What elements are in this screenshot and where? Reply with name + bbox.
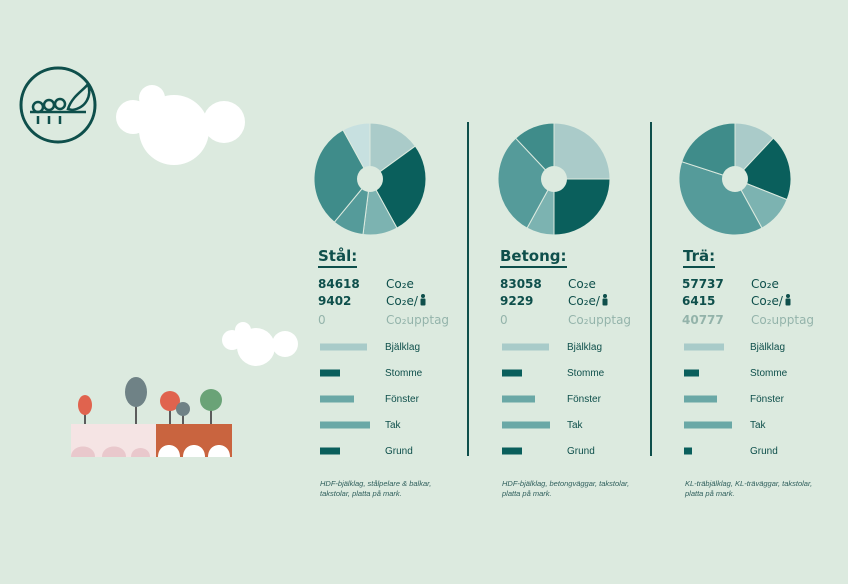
co2e-value-betong: 83058	[500, 277, 542, 291]
bar-4	[684, 447, 692, 455]
pie-slice	[553, 122, 611, 180]
bar-chart-tra	[684, 343, 732, 455]
pie-center-hole	[541, 166, 567, 192]
co2-uptake-unit-tra: Co₂upptag	[751, 313, 815, 327]
co2-uptake-unit-stal: Co₂upptag	[386, 313, 450, 327]
co2e-person-label-betong: Co₂e/	[568, 294, 600, 308]
category-label-stal-3: Tak	[385, 420, 401, 431]
person-icon	[420, 294, 426, 306]
category-label-betong-1: Stomme	[567, 368, 605, 379]
co2e-person-unit-betong: Co₂e/	[568, 294, 609, 308]
person-icon	[602, 294, 608, 306]
pie-center-hole	[357, 166, 383, 192]
pie-slice	[553, 178, 611, 236]
co2e-unit-betong: Co₂e	[568, 277, 596, 291]
cloud-illustration	[116, 85, 245, 165]
co2e-person-unit-tra: Co₂e/	[751, 294, 792, 308]
co2e-unit-tra: Co₂e	[751, 277, 779, 291]
co2e-person-value-betong: 9229	[500, 294, 534, 308]
co2-uptake-value-stal: 0	[318, 313, 326, 327]
divider-1	[467, 122, 469, 456]
category-label-tra-2: Fönster	[750, 394, 784, 405]
bar-1	[502, 369, 522, 377]
bar-3	[502, 421, 550, 429]
co2-uptake-unit-betong: Co₂upptag	[568, 313, 632, 327]
co2e-unit-stal: Co₂e	[386, 277, 414, 291]
category-label-stal-2: Fönster	[385, 394, 419, 405]
pie-center-hole	[722, 166, 748, 192]
pie-slice	[342, 122, 371, 180]
category-label-stal-0: Bjälklag	[385, 342, 421, 353]
title-stal: Stål:	[318, 247, 358, 268]
small-cloud-illustration	[222, 322, 298, 366]
pie-chart-betong	[497, 122, 611, 236]
category-label-stal-1: Stomme	[385, 368, 423, 379]
pie-slice	[514, 122, 555, 181]
person-icon	[785, 294, 791, 306]
co2e-person-label-stal: Co₂e/	[386, 294, 418, 308]
co2e-person-value-stal: 9402	[318, 294, 352, 308]
pie-chart-stal	[313, 122, 427, 236]
category-label-betong-0: Bjälklag	[567, 342, 603, 353]
note-betong: HDF-bjälklag, betongväggar, takstolar, p…	[502, 479, 630, 498]
co2e-person-value-tra: 6415	[682, 294, 716, 308]
category-label-tra-4: Grund	[750, 446, 778, 457]
co2e-value-stal: 84618	[318, 277, 360, 291]
note-tra: KL-träbjälklag, KL-träväggar, takstolar,…	[685, 479, 813, 498]
pie-slice	[681, 122, 736, 180]
bar-2	[684, 395, 717, 403]
bar-2	[502, 395, 535, 403]
category-label-tra-1: Stomme	[750, 368, 788, 379]
trees-illustration	[78, 377, 222, 424]
category-label-tra-3: Tak	[750, 420, 766, 431]
note-stal: HDF-bjälklag, stålpelare & balkar, takst…	[320, 479, 432, 498]
co2e-person-unit-stal: Co₂e/	[386, 294, 427, 308]
bar-1	[684, 369, 699, 377]
divider-2	[650, 122, 652, 456]
bar-chart-betong	[502, 343, 550, 455]
tree-logo-icon	[19, 66, 97, 144]
co2e-person-label-tra: Co₂e/	[751, 294, 783, 308]
bar-4	[320, 447, 340, 455]
category-label-betong-2: Fönster	[567, 394, 601, 405]
bar-3	[320, 421, 370, 429]
title-tra: Trä:	[683, 247, 716, 268]
pie-slice	[369, 145, 427, 229]
category-label-betong-4: Grund	[567, 446, 595, 457]
bar-2	[320, 395, 354, 403]
bar-chart-stal	[320, 343, 370, 455]
bar-4	[502, 447, 522, 455]
bar-3	[684, 421, 732, 429]
pie-slice	[313, 129, 371, 223]
bar-0	[684, 343, 724, 351]
pie-chart-tra	[678, 122, 792, 236]
category-label-betong-3: Tak	[567, 420, 583, 431]
pie-slice	[369, 122, 417, 180]
co2-uptake-value-tra: 40777	[682, 313, 724, 327]
bar-0	[502, 343, 549, 351]
category-label-stal-4: Grund	[385, 446, 413, 457]
house-illustration	[71, 424, 232, 457]
category-label-tra-0: Bjälklag	[750, 342, 786, 353]
co2-uptake-value-betong: 0	[500, 313, 508, 327]
pie-slice	[497, 137, 555, 229]
title-betong: Betong:	[500, 247, 567, 268]
pie-slice	[678, 161, 763, 236]
bar-0	[320, 343, 367, 351]
co2e-value-tra: 57737	[682, 277, 724, 291]
bar-1	[320, 369, 340, 377]
